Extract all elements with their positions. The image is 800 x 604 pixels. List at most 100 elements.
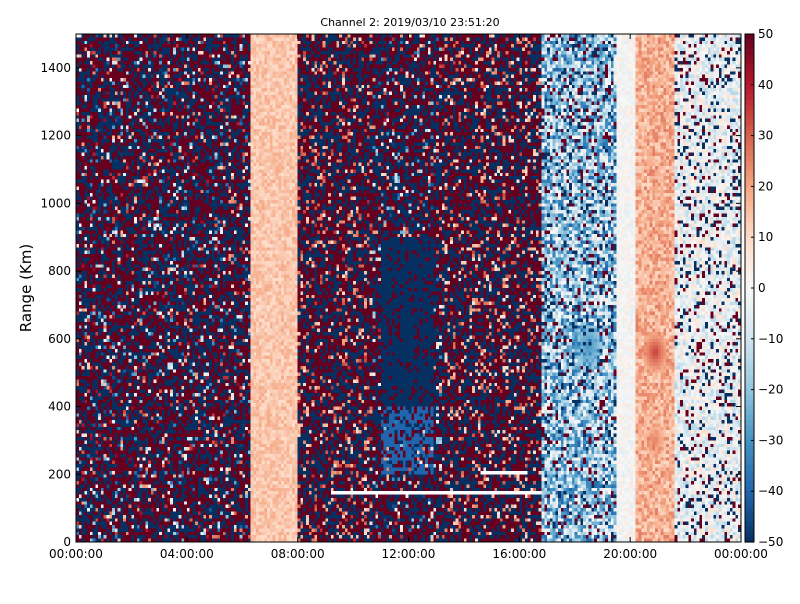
x-tick-label: 00:00:00 (714, 547, 768, 561)
colorbar-segment (745, 328, 754, 335)
colorbar-segment (745, 501, 754, 508)
colorbar-segment (745, 435, 754, 441)
colorbar-segment (745, 511, 754, 518)
colorbar-segment (745, 384, 754, 391)
colorbar-segment (745, 105, 754, 111)
x-axis: 00:00:00 04:00:00 08:00:00 12:00:00 16:00:00… (49, 34, 768, 561)
colorbar-segment (745, 272, 754, 279)
colorbar-segment (745, 481, 754, 487)
colorbar-segment (745, 64, 754, 71)
colorbar-segment (745, 394, 754, 401)
colorbar-segment (745, 323, 754, 330)
colorbar-segment (745, 338, 754, 345)
colorbar-segment (745, 171, 754, 177)
y-tick-label: 400 (48, 400, 71, 414)
colorbar-segment (745, 374, 754, 381)
colorbar-segment (745, 150, 754, 157)
colorbar-segment (745, 262, 754, 269)
x-tick-label: 00:00:00 (49, 547, 103, 561)
colorbar-segment (745, 496, 754, 502)
colorbar-segment (745, 186, 754, 193)
colorbar-segment (745, 135, 754, 142)
colorbar-axis: 50 40 30 20 10 0 −10 −20 −30 −40 −50 (751, 27, 783, 549)
colorbar-segment (745, 318, 754, 325)
colorbar-segment (745, 115, 754, 121)
colorbar-segment (745, 100, 754, 106)
colorbar-segment (745, 430, 754, 436)
colorbar-segment (745, 74, 754, 81)
colorbar-segment (745, 216, 754, 223)
colorbar-tick-label: 40 (758, 78, 773, 92)
colorbar-segment (745, 59, 754, 66)
colorbar-segment (745, 389, 754, 396)
colorbar-segment (745, 161, 754, 167)
colorbar-segment (745, 369, 754, 375)
colorbar-segment (745, 206, 754, 213)
colorbar-segment (745, 232, 754, 238)
colorbar-segment (745, 282, 754, 289)
colorbar-segment (745, 130, 754, 137)
heatmap-plot-area (76, 34, 741, 542)
colorbar-segment (745, 313, 754, 320)
colorbar-segment (745, 516, 754, 523)
colorbar-segment (745, 343, 754, 350)
heatmap-image (76, 34, 741, 542)
colorbar-segment (745, 465, 754, 472)
colorbar-segment (745, 526, 754, 533)
colorbar-tick-label: 50 (758, 27, 773, 41)
x-tick-label: 16:00:00 (492, 547, 546, 561)
colorbar-tick-label: −50 (758, 535, 783, 549)
y-tick-label: 1400 (40, 61, 71, 75)
x-tick-label: 04:00:00 (160, 547, 214, 561)
colorbar-segment (745, 288, 754, 294)
colorbar-segment (745, 475, 754, 482)
y-tick-label: 200 (48, 467, 71, 481)
colorbar-segment (745, 155, 754, 162)
colorbar-segment (745, 293, 754, 299)
colorbar-segment (745, 221, 754, 228)
colorbar-segment (745, 486, 754, 492)
colorbar-tick-label: 20 (758, 179, 773, 193)
y-tick-label: 0 (63, 535, 71, 549)
colorbar-segment (745, 191, 754, 198)
colorbar-segment (745, 181, 754, 187)
colorbar-tick-label: 30 (758, 129, 773, 143)
colorbar-segment (745, 440, 754, 447)
colorbar-segment (745, 379, 754, 386)
colorbar-segment (745, 125, 754, 132)
colorbar-gradient (745, 34, 754, 543)
colorbar-segment (745, 399, 754, 406)
colorbar-segment (745, 359, 754, 365)
x-tick-label: 20:00:00 (603, 547, 657, 561)
colorbar-segment (745, 49, 754, 55)
colorbar-segment (745, 242, 754, 248)
colorbar-segment (745, 247, 754, 254)
colorbar-segment (745, 348, 754, 355)
x-tick-label: 12:00:00 (382, 547, 436, 561)
colorbar-segment (745, 404, 754, 411)
colorbar-segment (745, 491, 754, 497)
colorbar-segment (745, 267, 754, 274)
y-axis-label: Range (Km) (17, 244, 35, 332)
y-tick-label: 800 (48, 264, 71, 278)
colorbar-segment (745, 227, 754, 233)
colorbar-segment (745, 140, 754, 147)
colorbar-segment (745, 415, 754, 421)
colorbar-segment (745, 460, 754, 467)
colorbar-segment (745, 94, 754, 101)
colorbar-segment (745, 531, 754, 538)
colorbar-segment (745, 333, 754, 340)
colorbar-segment (745, 166, 754, 172)
colorbar-segment (745, 420, 754, 426)
colorbar-segment (745, 211, 754, 218)
colorbar-tick-label: −30 (758, 433, 783, 447)
colorbar-tick-label: −40 (758, 484, 783, 498)
colorbar-segment (745, 237, 754, 243)
colorbar-segment (745, 34, 754, 40)
colorbar-segment (745, 506, 754, 513)
colorbar-segment (745, 450, 754, 457)
colorbar-segment (745, 536, 754, 543)
colorbar-segment (745, 196, 754, 203)
